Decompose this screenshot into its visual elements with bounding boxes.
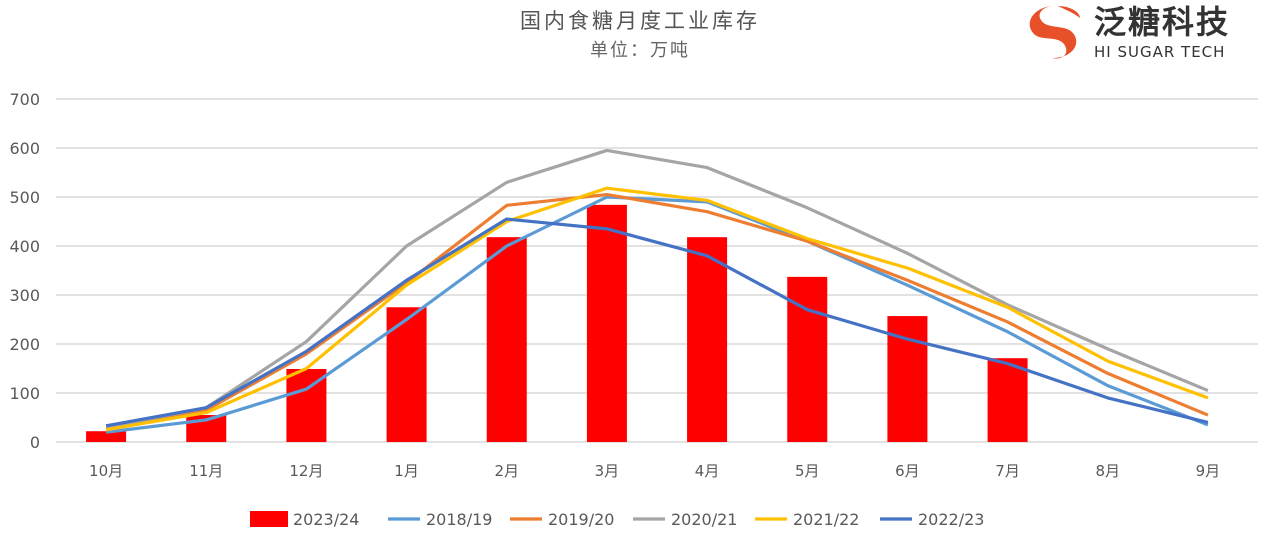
legend-item-2022/23: 2022/23 (880, 510, 984, 529)
x-tick-label: 12月 (289, 462, 323, 480)
chart-title: 国内食糖月度工业库存 (520, 9, 760, 33)
x-tick-label: 4月 (695, 462, 720, 480)
line-series-2022/23 (105, 217, 1209, 428)
legend-item-2023/24: 2023/24 (250, 510, 359, 529)
legend-label: 2019/20 (548, 510, 614, 529)
bar-2023/24-10月 (86, 431, 127, 442)
legend-item-2019/20: 2019/20 (510, 510, 614, 529)
bar-2023/24-7月 (987, 358, 1028, 442)
legend-swatch (250, 511, 288, 527)
logo-text-en: HI SUGAR TECH (1094, 43, 1226, 61)
legend-label: 2023/24 (293, 510, 359, 529)
logo-swirl-icon (1029, 6, 1080, 59)
x-tick-label: 2月 (494, 462, 519, 480)
x-tick-label: 5月 (795, 462, 820, 480)
bar-2023/24-4月 (687, 237, 728, 442)
x-tick-label: 9月 (1196, 462, 1221, 480)
bar-2023/24-3月 (586, 204, 627, 442)
legend-item-2020/21: 2020/21 (633, 510, 737, 529)
line-series-2021/22 (105, 186, 1209, 432)
line-series-2018/19 (105, 195, 1209, 434)
line-series-2020/21 (105, 148, 1209, 429)
x-tick-label: 8月 (1095, 462, 1120, 480)
legend-label: 2021/22 (793, 510, 859, 529)
bar-2023/24-6月 (887, 316, 928, 442)
legend-item-2021/22: 2021/22 (755, 510, 859, 529)
x-tick-label: 1月 (394, 462, 419, 480)
x-tick-label: 11月 (189, 462, 223, 480)
brand-logo: 泛糖科技 HI SUGAR TECH (1022, 4, 1272, 62)
y-tick-label: 0 (30, 433, 40, 452)
y-tick-label: 500 (9, 188, 40, 207)
legend-item-2018/19: 2018/19 (388, 510, 492, 529)
y-tick-label: 200 (9, 335, 40, 354)
x-tick-label: 3月 (595, 462, 620, 480)
legend-label: 2022/23 (918, 510, 984, 529)
y-tick-label: 700 (9, 90, 40, 109)
bar-2023/24-2月 (486, 237, 527, 442)
legend-label: 2020/21 (671, 510, 737, 529)
y-tick-label: 100 (9, 384, 40, 403)
y-tick-label: 400 (9, 237, 40, 256)
legend-label: 2018/19 (426, 510, 492, 529)
chart-subtitle: 单位：万吨 (590, 40, 690, 61)
x-tick-label: 6月 (895, 462, 920, 480)
line-series-2019/20 (105, 192, 1209, 432)
logo-text-cn: 泛糖科技 (1094, 3, 1231, 41)
bar-2023/24-5月 (787, 276, 828, 442)
x-tick-label: 10月 (89, 462, 123, 480)
y-tick-label: 600 (9, 139, 40, 158)
x-tick-label: 7月 (995, 462, 1020, 480)
y-tick-label: 300 (9, 286, 40, 305)
